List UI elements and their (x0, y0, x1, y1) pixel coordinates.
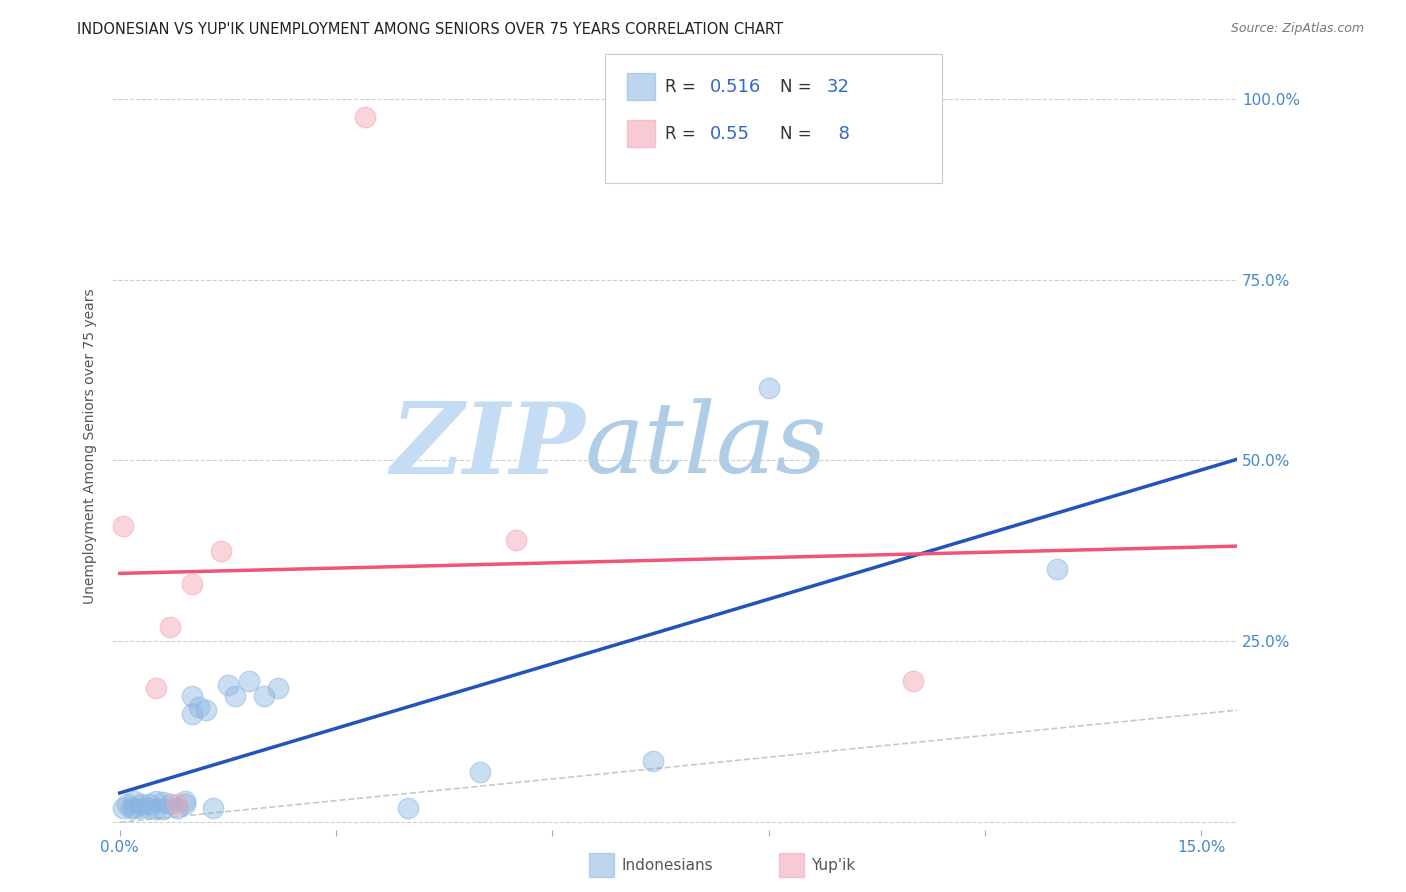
Point (238, 674, 260, 689)
Point (209, 544, 232, 558)
Point (115, 797, 138, 812)
Point (505, 533, 527, 547)
Point (353, 110, 375, 124)
Text: R =: R = (665, 125, 702, 143)
Text: N =: N = (780, 125, 817, 143)
Point (901, 674, 924, 689)
Text: Yup'ik: Yup'ik (811, 858, 855, 872)
Point (180, 576, 202, 591)
Point (152, 795, 174, 809)
Point (224, 689, 246, 703)
Point (217, 678, 239, 692)
Point (159, 797, 181, 812)
Text: ZIP: ZIP (389, 398, 585, 494)
Text: R =: R = (665, 78, 702, 95)
Text: Source: ZipAtlas.com: Source: ZipAtlas.com (1230, 22, 1364, 36)
Point (131, 801, 153, 815)
Point (122, 794, 145, 808)
Text: atlas: atlas (585, 399, 828, 493)
Point (166, 797, 188, 812)
Point (470, 764, 492, 779)
Point (112, 801, 135, 815)
Point (195, 703, 218, 717)
Point (166, 801, 188, 815)
Text: Indonesians: Indonesians (621, 858, 713, 872)
Point (396, 801, 419, 815)
Text: N =: N = (780, 78, 817, 95)
Point (180, 689, 202, 703)
Y-axis label: Unemployment Among Seniors over 75 years: Unemployment Among Seniors over 75 years (83, 288, 97, 604)
Text: 8: 8 (827, 125, 849, 143)
Point (173, 794, 195, 808)
Point (173, 797, 195, 812)
Point (112, 518, 135, 533)
Point (758, 381, 780, 395)
Point (152, 802, 174, 816)
Point (267, 681, 290, 696)
Point (188, 699, 211, 714)
Point (643, 754, 665, 768)
Point (159, 620, 181, 634)
Point (253, 689, 276, 703)
Text: 0.516: 0.516 (710, 78, 761, 95)
Point (180, 706, 202, 721)
Point (145, 794, 167, 808)
Text: 0.55: 0.55 (710, 125, 749, 143)
Text: 32: 32 (827, 78, 849, 95)
Point (120, 801, 142, 815)
Point (202, 801, 225, 815)
Point (145, 802, 167, 816)
Text: INDONESIAN VS YUP'IK UNEMPLOYMENT AMONG SENIORS OVER 75 YEARS CORRELATION CHART: INDONESIAN VS YUP'IK UNEMPLOYMENT AMONG … (77, 22, 783, 37)
Point (1046, 562, 1069, 576)
Point (122, 801, 145, 815)
Point (138, 797, 160, 812)
Point (145, 681, 167, 696)
Point (138, 801, 160, 815)
Point (131, 797, 153, 812)
